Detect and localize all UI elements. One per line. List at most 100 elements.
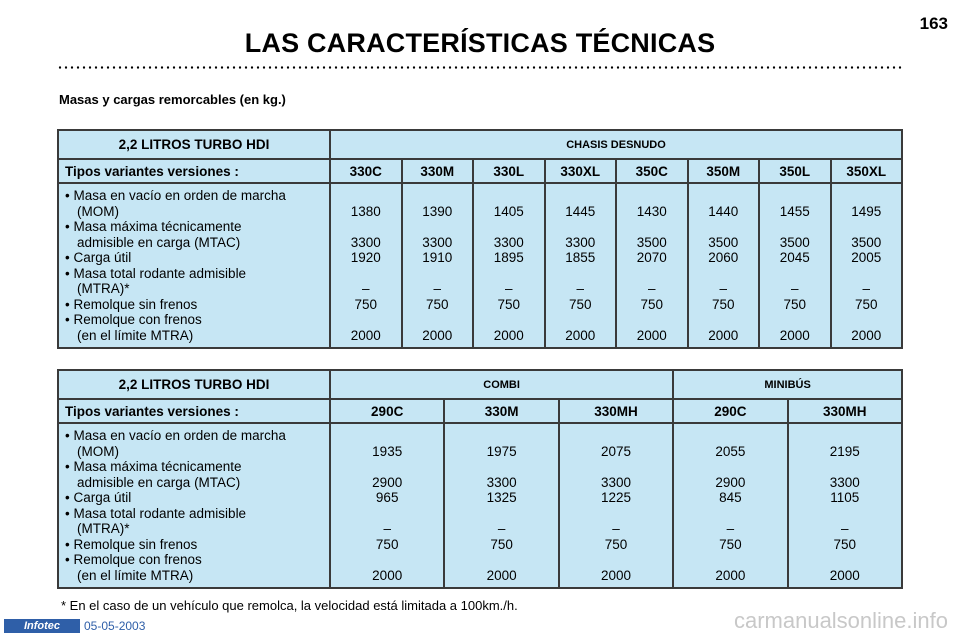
value-cell: 3500: [708, 234, 739, 250]
value-cell: 2000: [851, 327, 882, 343]
value-cell: 2070: [636, 250, 667, 265]
value-cell: –: [576, 281, 584, 296]
value-spacer: [331, 428, 443, 444]
value-cell: –: [612, 521, 620, 536]
value-cell: 3300: [600, 474, 631, 490]
value-spacer: [560, 428, 672, 444]
footnote: * En el caso de un vehículo que remolca,…: [61, 598, 518, 613]
specs-table-combi-minibus: 2,2 LITROS TURBO HDI COMBI MINIBÚS Tipos…: [57, 369, 903, 589]
value-cell: –: [383, 521, 391, 536]
value-spacer: [331, 506, 443, 522]
value-spacer: [403, 266, 473, 282]
value-cell: 2900: [372, 474, 403, 490]
value-spacer: [760, 266, 830, 282]
value-spacer: [789, 506, 901, 522]
column-header: 350L: [759, 159, 832, 184]
value-cell: –: [647, 281, 656, 296]
value-spacer: [403, 312, 473, 328]
column-header: 290C: [672, 399, 789, 424]
value-spacer: [474, 188, 544, 204]
value-column: 1445 3300 1855 –750 2000: [544, 183, 617, 348]
value-spacer: [674, 506, 786, 522]
value-spacer: [560, 552, 672, 568]
value-cell: 1105: [830, 490, 860, 505]
row-label: • Masa total rodante admisible: [65, 505, 247, 521]
value-cell: 3300: [486, 474, 517, 490]
row-label: • Carga útil: [65, 250, 132, 265]
value-column: 1975 3300 1325 –750 2000: [444, 423, 560, 588]
value-cell: 3300: [493, 234, 524, 250]
value-cell: 2060: [708, 250, 739, 265]
engine-header: 2,2 LITROS TURBO HDI: [58, 130, 331, 160]
value-spacer: [689, 266, 759, 282]
value-column: 1935 2900 965 –750 2000: [330, 423, 446, 588]
value-column: 1430 3500 2070 –750 2000: [616, 183, 689, 348]
value-cell: 1430: [636, 203, 667, 219]
row-label: • Masa máxima técnicamente: [65, 459, 242, 474]
value-cell: 750: [833, 536, 857, 552]
value-cell: 1455: [779, 203, 810, 219]
value-spacer: [546, 312, 616, 328]
value-spacer: [445, 459, 557, 475]
row-labels-cell: • Masa en vacío en orden de marcha (MOM) •…: [58, 423, 331, 588]
value-cell: 2000: [779, 327, 810, 343]
value-spacer: [832, 219, 902, 235]
column-header: 330XL: [544, 159, 617, 184]
value-spacer: [560, 506, 672, 522]
value-spacer: [689, 188, 759, 204]
row-label: admisible en carga (MTAC): [77, 474, 241, 490]
row-labels-cell: • Masa en vacío en orden de marcha (MOM) •…: [58, 183, 331, 348]
value-cell: 1390: [422, 203, 453, 219]
footer-date: 05-05-2003: [84, 619, 146, 633]
value-cell: 1855: [565, 250, 596, 265]
row-label: • Masa en vacío en orden de marcha: [65, 188, 286, 203]
value-cell: 2000: [350, 327, 381, 343]
value-spacer: [403, 219, 473, 235]
value-cell: 750: [568, 296, 592, 312]
column-header: 330C: [330, 159, 403, 184]
page-number: 163: [919, 14, 948, 33]
column-header: 330MH: [558, 399, 675, 424]
value-cell: 3300: [422, 234, 453, 250]
watermark: carmanualsonline.info: [733, 608, 948, 633]
value-spacer: [331, 219, 401, 235]
value-cell: 750: [711, 296, 735, 312]
value-cell: 750: [354, 296, 378, 312]
category-header-minibus: MINIBÚS: [672, 370, 902, 400]
column-header: 350C: [616, 159, 689, 184]
variants-label: Tipos variantes versiones :: [58, 159, 331, 184]
engine-header: 2,2 LITROS TURBO HDI: [58, 370, 331, 400]
row-label: • Remolque con frenos: [65, 552, 202, 567]
value-spacer: [403, 188, 473, 204]
value-spacer: [832, 188, 902, 204]
row-label: (MTRA)*: [77, 521, 130, 536]
value-column: 1440 3500 2060 –750 2000: [687, 183, 760, 348]
row-label: (MTRA)*: [77, 281, 130, 296]
value-cell: 1910: [422, 250, 453, 265]
row-label: • Carga útil: [65, 490, 132, 505]
value-spacer: [617, 266, 687, 282]
row-label: (MOM): [77, 203, 119, 219]
value-cell: 2000: [636, 327, 667, 343]
value-spacer: [832, 312, 902, 328]
value-spacer: [331, 266, 401, 282]
value-spacer: [674, 428, 786, 444]
value-spacer: [445, 506, 557, 522]
value-spacer: [331, 312, 401, 328]
value-spacer: [474, 219, 544, 235]
value-cell: 750: [425, 296, 449, 312]
value-spacer: [546, 266, 616, 282]
value-cell: –: [719, 281, 727, 296]
value-column: 1380 3300 1920 –750 2000: [330, 183, 403, 348]
value-cell: 1325: [486, 490, 517, 505]
value-cell: 1920: [350, 250, 381, 265]
value-cell: 1225: [600, 490, 631, 505]
value-spacer: [789, 428, 901, 444]
value-spacer: [617, 219, 687, 235]
value-cell: 750: [783, 296, 807, 312]
column-header: 330M: [444, 399, 560, 424]
value-cell: 1495: [851, 203, 882, 219]
value-cell: –: [726, 521, 735, 536]
value-cell: 2000: [422, 327, 453, 343]
value-cell: –: [497, 521, 506, 536]
